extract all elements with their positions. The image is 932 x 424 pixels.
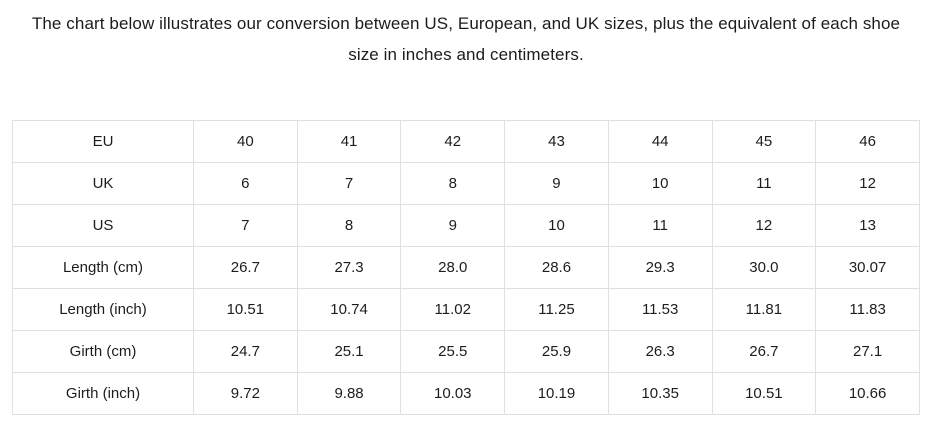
value-cell: 8 [400, 162, 506, 205]
table-row-uk: UK 6 7 8 9 10 11 12 [12, 162, 920, 205]
row-label-cell: US [12, 204, 194, 247]
row-label-cell: Length (inch) [12, 288, 194, 331]
value-cell: 42 [400, 120, 506, 163]
value-cell: 30.07 [815, 246, 920, 289]
value-cell: 24.7 [193, 330, 298, 373]
value-cell: 11.53 [607, 288, 713, 331]
value-cell: 11.25 [504, 288, 609, 331]
row-label-cell: Length (cm) [12, 246, 194, 289]
value-cell: 29.3 [607, 246, 713, 289]
value-cell: 10.35 [607, 372, 713, 415]
table-row-length-cm: Length (cm) 26.7 27.3 28.0 28.6 29.3 30.… [12, 246, 920, 289]
value-cell: 10 [607, 162, 713, 205]
value-cell: 10 [504, 204, 609, 247]
value-cell: 25.5 [400, 330, 506, 373]
value-cell: 12 [815, 162, 920, 205]
value-cell: 10.51 [193, 288, 298, 331]
value-cell: 11.81 [711, 288, 817, 331]
value-cell: 8 [296, 204, 402, 247]
row-label-cell: Girth (inch) [12, 372, 194, 415]
value-cell: 10.74 [296, 288, 402, 331]
table-row-girth-cm: Girth (cm) 24.7 25.1 25.5 25.9 26.3 26.7… [12, 330, 920, 373]
table-row-length-inch: Length (inch) 10.51 10.74 11.02 11.25 11… [12, 288, 920, 331]
value-cell: 46 [815, 120, 920, 163]
table-row-us: US 7 8 9 10 11 12 13 [12, 204, 920, 247]
row-label-cell: EU [12, 120, 194, 163]
value-cell: 11 [607, 204, 713, 247]
value-cell: 9 [400, 204, 506, 247]
value-cell: 11.83 [815, 288, 920, 331]
value-cell: 45 [711, 120, 817, 163]
value-cell: 12 [711, 204, 817, 247]
value-cell: 41 [296, 120, 402, 163]
value-cell: 11.02 [400, 288, 506, 331]
value-cell: 25.1 [296, 330, 402, 373]
value-cell: 26.3 [607, 330, 713, 373]
value-cell: 25.9 [504, 330, 609, 373]
value-cell: 28.0 [400, 246, 506, 289]
table-row-eu: EU 40 41 42 43 44 45 46 [12, 120, 920, 163]
value-cell: 7 [193, 204, 298, 247]
value-cell: 40 [193, 120, 298, 163]
size-conversion-table: EU 40 41 42 43 44 45 46 UK 6 7 8 9 10 11… [12, 120, 920, 415]
value-cell: 26.7 [193, 246, 298, 289]
value-cell: 10.19 [504, 372, 609, 415]
value-cell: 27.1 [815, 330, 920, 373]
value-cell: 44 [607, 120, 713, 163]
value-cell: 26.7 [711, 330, 817, 373]
row-label-cell: Girth (cm) [12, 330, 194, 373]
value-cell: 27.3 [296, 246, 402, 289]
value-cell: 9.72 [193, 372, 298, 415]
value-cell: 10.03 [400, 372, 506, 415]
value-cell: 10.51 [711, 372, 817, 415]
value-cell: 28.6 [504, 246, 609, 289]
row-label-cell: UK [12, 162, 194, 205]
value-cell: 10.66 [815, 372, 920, 415]
value-cell: 9 [504, 162, 609, 205]
value-cell: 30.0 [711, 246, 817, 289]
value-cell: 13 [815, 204, 920, 247]
value-cell: 7 [296, 162, 402, 205]
table-row-girth-inch: Girth (inch) 9.72 9.88 10.03 10.19 10.35… [12, 372, 920, 415]
value-cell: 6 [193, 162, 298, 205]
value-cell: 11 [711, 162, 817, 205]
value-cell: 43 [504, 120, 609, 163]
page-title: The chart below illustrates our conversi… [31, 14, 901, 64]
value-cell: 9.88 [296, 372, 402, 415]
